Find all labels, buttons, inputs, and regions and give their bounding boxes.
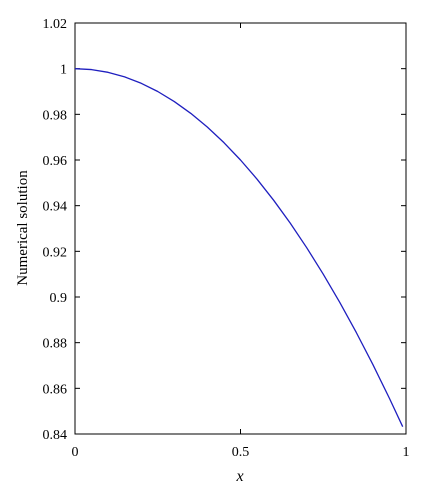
- series-line: [74, 68, 404, 427]
- y-tick-label: 0.96: [43, 154, 68, 169]
- x-tick-label: 1: [403, 445, 410, 460]
- x-tick-label: 0.5: [232, 445, 250, 460]
- x-tick-label: 0: [72, 445, 79, 460]
- y-tick-label: 0.88: [43, 337, 68, 352]
- y-tick-label: 0.94: [43, 200, 68, 215]
- y-tick-label: 0.98: [43, 108, 68, 123]
- y-tick-label: 1.02: [43, 17, 68, 32]
- y-axis-label: Numerical solution: [15, 170, 31, 286]
- y-tick-label: 1: [60, 63, 67, 78]
- plot-frame: [74, 22, 407, 435]
- y-tick-label: 0.9: [50, 291, 68, 306]
- y-tick-labels: 0.84 0.86 0.88 0.9 0.92 0.94 0.96 0.98 1 1.02: [43, 17, 68, 443]
- series-layer: [74, 68, 404, 427]
- y-tick-label: 0.84: [43, 428, 68, 443]
- x-tick-labels: 0 0.5 1: [72, 445, 410, 460]
- y-tick-label: 0.86: [43, 382, 68, 397]
- tick-marks: [74, 22, 407, 435]
- y-tick-label: 0.92: [43, 245, 68, 260]
- x-axis-label: x: [235, 468, 243, 485]
